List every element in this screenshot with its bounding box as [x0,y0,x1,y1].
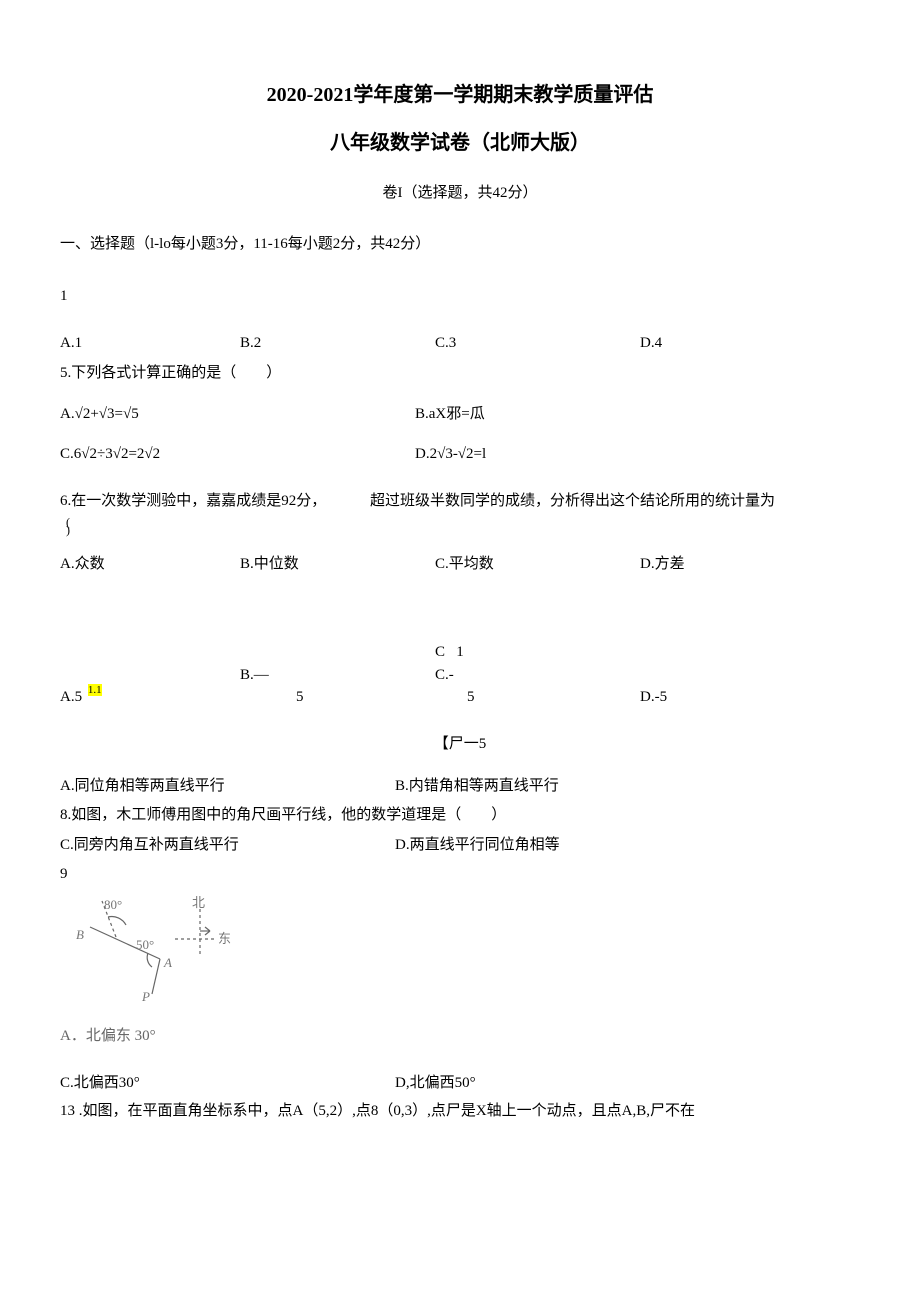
q8-stem: 8.如图，木工师傅用图中的角尺画平行线，他的数学道理是（ ） [60,804,860,827]
q7-choice-b: B.— 5 [240,664,435,709]
exam-title-line2: 八年级数学试卷（北师大版） [60,128,860,158]
q9-choice-d: D,北偏西50° [395,1072,860,1095]
q13-stem: 13 .如图，在平面直角坐标系中，点A（5,2）,点8（0,3）,点尸是X轴上一… [60,1100,860,1123]
q7-a-main: A.5 [60,689,82,705]
label-north: 北 [192,895,205,910]
q5-choice-a: A.√2+√3=√5 [60,403,415,426]
q6-stem-left: 6.在一次数学测验中，嘉嘉成绩是92分， [60,490,370,513]
label-P: P [141,989,150,1004]
q7-c-line1: C 1 [435,641,640,664]
q6-brace: ( ) [66,518,860,535]
q5-choice-b: B.aX邪=瓜 [415,403,860,426]
q6-stem-right: 超过班级半数同学的成绩，分析得出这个结论所用的统计量为 [370,490,860,513]
q7-ocr-line: 【尸一5 [60,733,860,756]
question-1-number: 1 [60,285,860,308]
q4-choice-d: D.4 [640,332,800,355]
q5-choice-c: C.6√2÷3√2=2√2 [60,443,415,466]
q5-choice-d: D.2√3-√2=l [415,443,860,466]
q6-choice-a: A.众数 [60,553,240,576]
q9-choice-a: A．北偏东 30° [60,1025,860,1048]
label-50: 50° [136,937,154,952]
q6-choice-c: C.平均数 [435,553,640,576]
q7-choice-d: D.-5 [640,676,800,709]
q4-choice-c: C.3 [435,332,640,355]
q7-choice-c: C 1 C.- 5 [435,641,640,709]
q5-stem: 5.下列各式计算正确的是（ ） [60,362,860,385]
q7-b-main: B.— [240,664,435,687]
q8-choice-c: C.同旁内角互补两直线平行 [60,834,395,857]
section-1-heading: 一、选择题（l-lo每小题3分，11-16每小题2分，共42分） [60,233,860,256]
q7-choice-a: A.5 1.1 [60,686,240,709]
question-9-number: 9 [60,863,860,886]
q6-choice-d: D.方差 [640,553,800,576]
label-B: B [76,927,84,942]
q7-c-sub: 5 [435,686,640,709]
label-east: 东 [218,931,231,946]
q7-c-line2: C.- [435,664,640,687]
exam-title-line1: 2020-2021学年度第一学期期末教学质量评估 [60,80,860,110]
q7-d: D.-5 [640,676,800,709]
q8pre-a: A.同位角相等两直线平行 [60,775,395,798]
q6-choice-b: B.中位数 [240,553,435,576]
exam-subtitle: 卷I（选择题，共42分） [60,182,860,205]
q9-choice-c: C.北偏西30° [60,1072,395,1095]
q8pre-b: B.内错角相等两直线平行 [395,775,860,798]
q7-b-sub: 5 [240,686,435,709]
q9-diagram: 80° 50° B A P 北 东 [60,889,860,1009]
label-A: A [163,955,172,970]
q8-choice-d: D.两直线平行同位角相等 [395,834,860,857]
q4-choice-a: A.1 [60,332,240,355]
q7-a-highlight: 1.1 [88,684,102,696]
label-80: 80° [104,897,122,912]
q4-choice-b: B.2 [240,332,435,355]
